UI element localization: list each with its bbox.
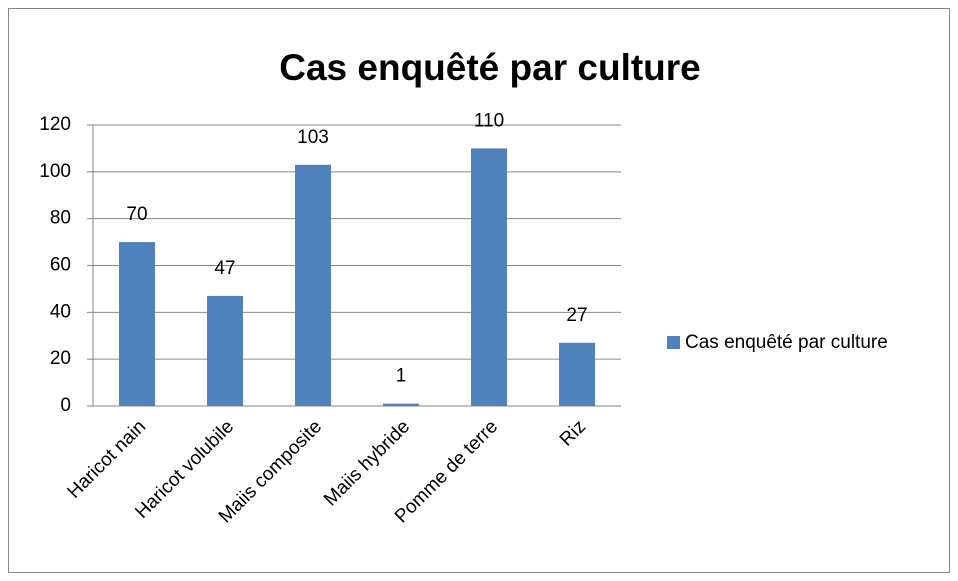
y-tick-label: 40 — [50, 301, 71, 322]
data-label: 70 — [126, 204, 147, 225]
data-label: 47 — [214, 258, 235, 279]
y-tick-label: 80 — [50, 208, 71, 229]
data-label: 27 — [566, 305, 587, 326]
y-tick-label: 20 — [50, 348, 71, 369]
data-label: 1 — [396, 366, 407, 387]
bar — [119, 242, 155, 406]
data-label: 110 — [474, 110, 504, 131]
y-tick-label: 60 — [50, 255, 71, 276]
bar — [559, 342, 595, 406]
bar — [383, 403, 419, 406]
bar — [207, 295, 243, 406]
bar — [471, 148, 507, 406]
chart-title: Cas enquêté par culture — [279, 47, 701, 88]
y-tick-label: 120 — [39, 114, 71, 135]
y-tick-label: 0 — [60, 395, 71, 416]
data-label: 103 — [297, 127, 329, 148]
legend-label: Cas enquêté par culture — [685, 332, 888, 353]
legend-swatch — [667, 336, 680, 349]
bar — [295, 164, 331, 406]
y-tick-label: 100 — [39, 161, 71, 182]
